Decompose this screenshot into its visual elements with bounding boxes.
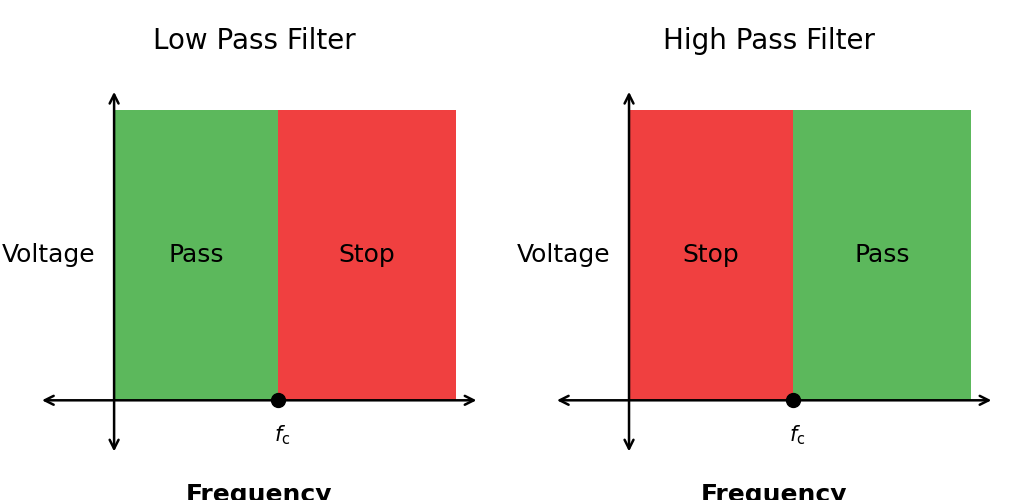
Point: [269, 396, 286, 404]
Bar: [793, 110, 971, 401]
Text: Stop: Stop: [339, 243, 395, 267]
Text: Voltage: Voltage: [2, 243, 95, 267]
Text: $f_\mathrm{c}$: $f_\mathrm{c}$: [274, 423, 291, 446]
Bar: [114, 110, 278, 401]
Text: Stop: Stop: [683, 243, 739, 267]
Text: Voltage: Voltage: [517, 243, 610, 267]
Text: Frequency: Frequency: [186, 484, 333, 500]
Text: Pass: Pass: [168, 243, 224, 267]
Text: Frequency: Frequency: [700, 484, 848, 500]
Point: [784, 396, 801, 404]
Bar: [278, 110, 456, 401]
Text: Pass: Pass: [854, 243, 909, 267]
Bar: [629, 110, 793, 401]
Text: $f_\mathrm{c}$: $f_\mathrm{c}$: [790, 423, 806, 446]
Title: High Pass Filter: High Pass Filter: [664, 27, 876, 55]
Title: Low Pass Filter: Low Pass Filter: [154, 27, 356, 55]
